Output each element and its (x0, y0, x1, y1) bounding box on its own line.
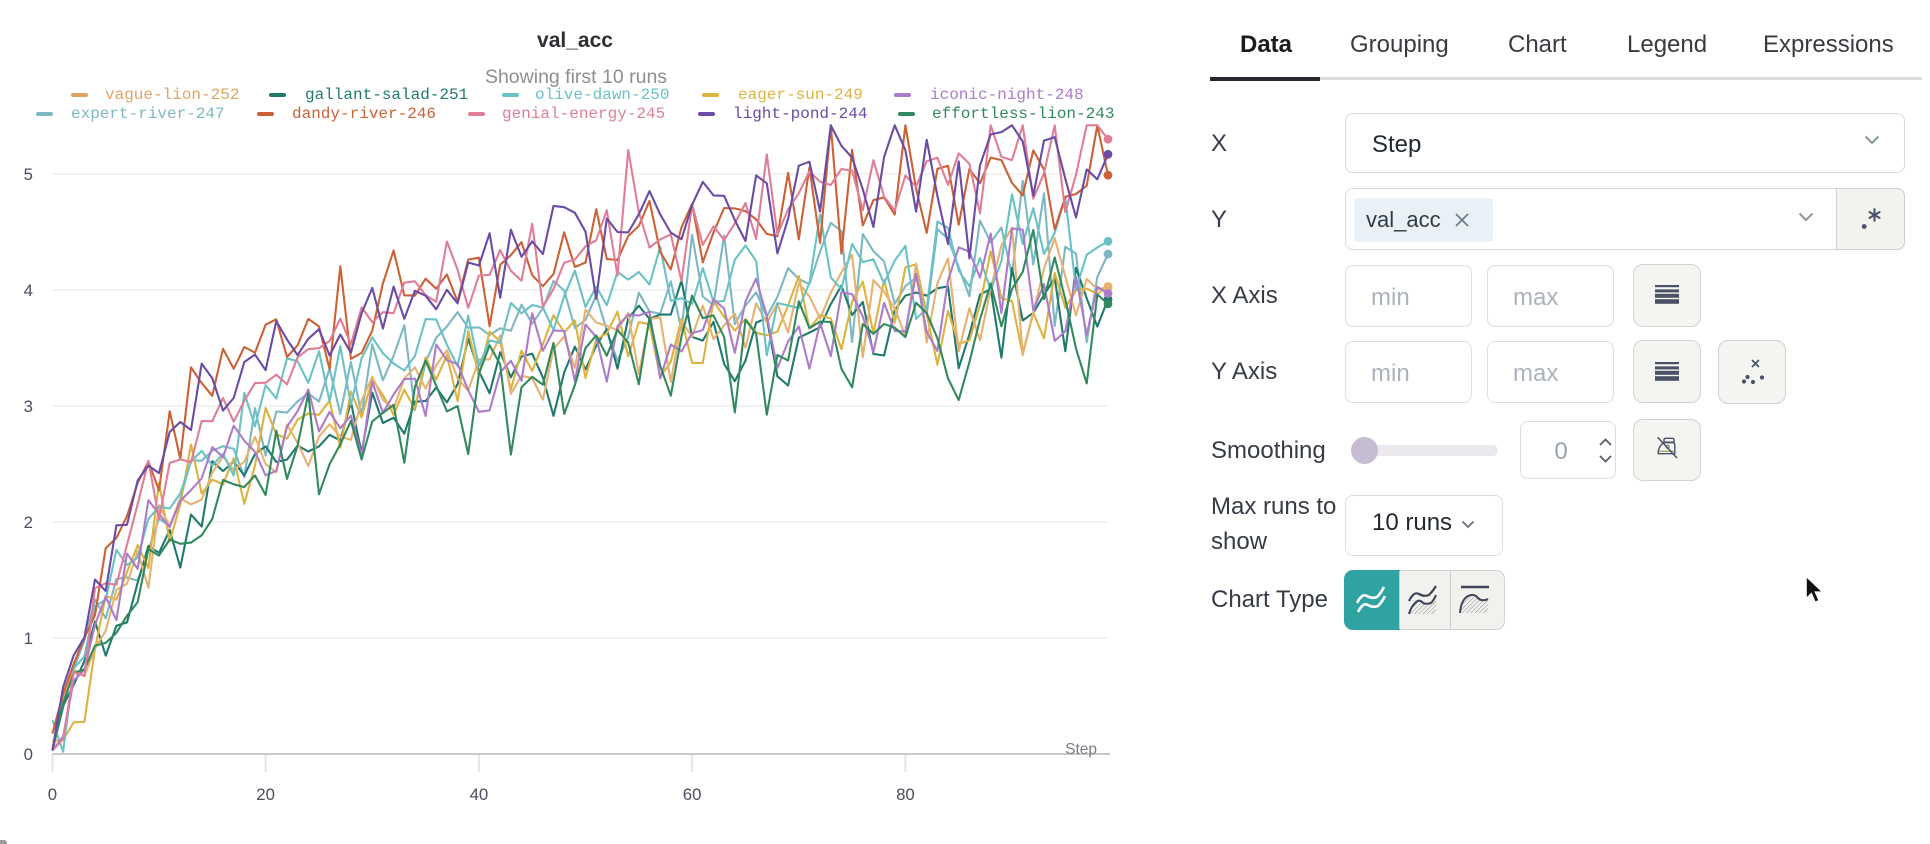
svg-text:1: 1 (24, 629, 33, 648)
svg-text:0: 0 (48, 785, 57, 804)
svg-text:2: 2 (24, 513, 33, 532)
svg-text:20: 20 (256, 785, 275, 804)
svg-text:60: 60 (683, 785, 702, 804)
svg-text:0: 0 (24, 745, 33, 764)
svg-text:4: 4 (24, 281, 33, 300)
svg-text:80: 80 (896, 785, 915, 804)
svg-text:40: 40 (470, 785, 489, 804)
svg-text:3: 3 (24, 397, 33, 416)
svg-text:5: 5 (24, 165, 33, 184)
svg-text:Step: Step (1065, 741, 1097, 758)
